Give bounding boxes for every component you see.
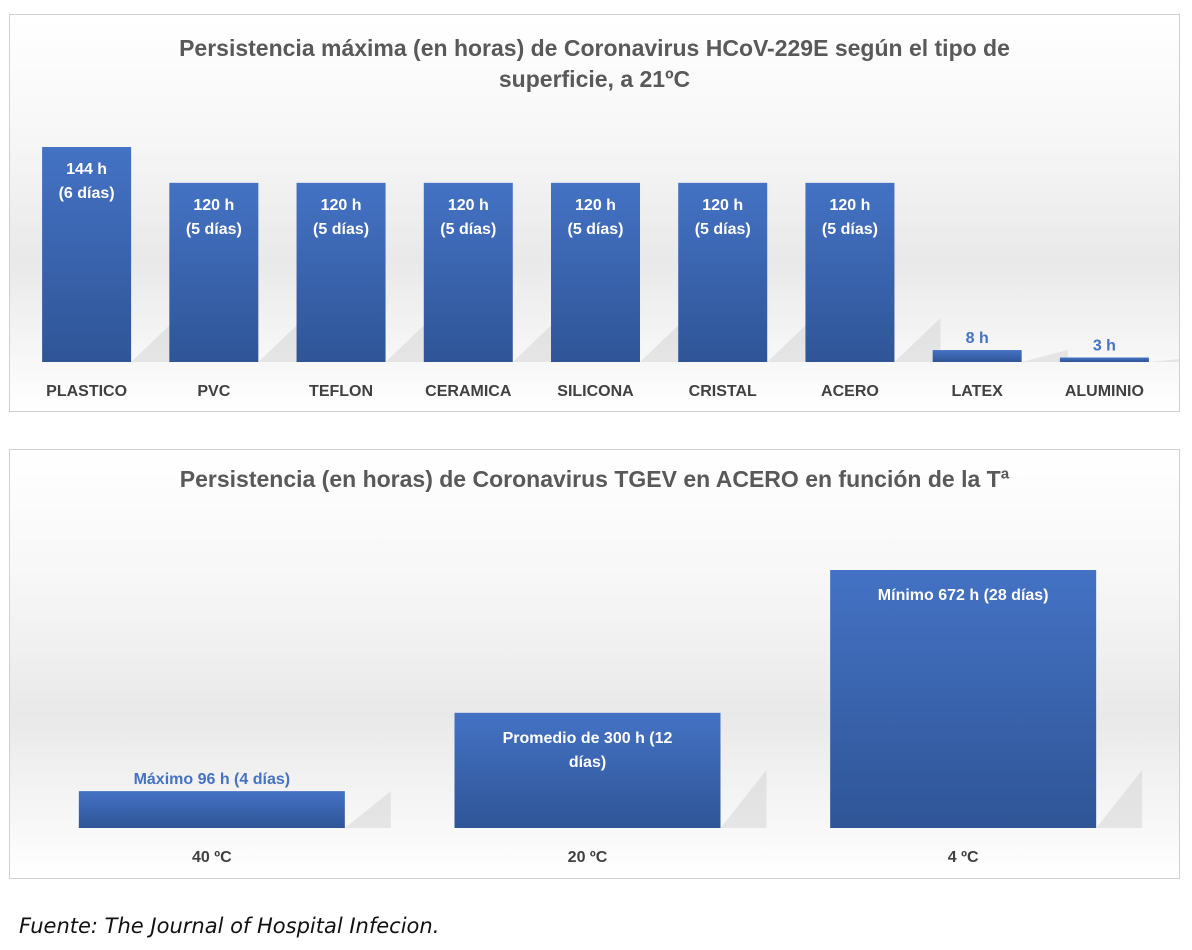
bar <box>296 182 386 362</box>
data-label: 120 h <box>448 197 489 214</box>
chart-panel-temperature: Persistencia (en horas) de Coronavirus T… <box>9 449 1180 879</box>
data-label: 120 h <box>321 197 362 214</box>
bar <box>423 182 513 362</box>
bar <box>830 570 1097 828</box>
bar-shadow <box>258 318 305 362</box>
category-label: 20 ºC <box>568 849 608 866</box>
bar-shadow <box>640 318 686 362</box>
data-label: (5 días) <box>695 221 751 238</box>
data-label: Mínimo 672 h (28 días) <box>878 587 1049 604</box>
chart-panel-surfaces: Persistencia máxima (en horas) de Corona… <box>9 14 1180 412</box>
category-label: TEFLON <box>309 383 373 400</box>
data-label: 120 h <box>575 197 616 214</box>
data-label: (5 días) <box>567 221 623 238</box>
data-label: (5 días) <box>822 221 878 238</box>
source-note: Fuente: The Journal of Hospital Infecion… <box>19 914 440 938</box>
data-label: 120 h <box>829 197 870 214</box>
bar-shadow <box>720 770 767 828</box>
bar-shadow <box>1096 770 1143 828</box>
category-label: ACERO <box>821 383 879 400</box>
bar <box>805 182 895 362</box>
category-label: LATEX <box>952 383 1004 400</box>
bar <box>551 182 640 362</box>
data-label: (5 días) <box>186 221 242 238</box>
data-label: (6 días) <box>59 185 115 202</box>
bar <box>169 182 259 362</box>
bar <box>678 182 768 362</box>
bar-shadow <box>767 318 814 362</box>
data-label: 120 h <box>702 197 743 214</box>
bar <box>1059 357 1149 362</box>
data-label: 8 h <box>966 330 989 347</box>
bar-shadow <box>512 318 559 362</box>
category-label: ALUMINIO <box>1065 383 1144 400</box>
bar-plot-surfaces: 144 h (6 días) PLASTICO 120 h (5 días) PVC 120… <box>42 147 1179 400</box>
bar-shadow <box>385 318 432 362</box>
data-label: (5 días) <box>313 221 369 238</box>
data-label: Promedio de 300 h (12 <box>503 730 673 747</box>
chart-title: Persistencia (en horas) de Coronavirus T… <box>179 466 1010 492</box>
category-label: PVC <box>197 383 230 400</box>
data-label: 3 h <box>1093 338 1116 355</box>
category-label: CERAMICA <box>425 383 512 400</box>
bar-shadow <box>894 318 941 362</box>
bar <box>42 147 132 362</box>
bar-shadow <box>131 318 178 362</box>
bar <box>454 712 721 828</box>
category-label: SILICONA <box>557 383 634 400</box>
data-label: 144 h <box>66 161 107 178</box>
category-label: 40 ºC <box>192 849 232 866</box>
data-label: Máximo 96 h (4 días) <box>134 771 291 788</box>
category-label: PLASTICO <box>46 383 127 400</box>
bar-plot-temperature: Máximo 96 h (4 días) 40 ºC Promedio de 300… <box>78 570 1143 866</box>
bar-shadow <box>344 791 391 828</box>
data-label: (5 días) <box>440 221 496 238</box>
bar <box>78 791 345 828</box>
bar <box>932 350 1022 362</box>
bar-shadow <box>1148 359 1179 362</box>
data-label: días) <box>569 754 606 771</box>
category-label: 4 ºC <box>948 849 979 866</box>
category-label: CRISTAL <box>689 383 757 400</box>
chart-title: Persistencia máxima (en horas) de Corona… <box>179 35 1010 92</box>
data-label: 120 h <box>193 197 234 214</box>
